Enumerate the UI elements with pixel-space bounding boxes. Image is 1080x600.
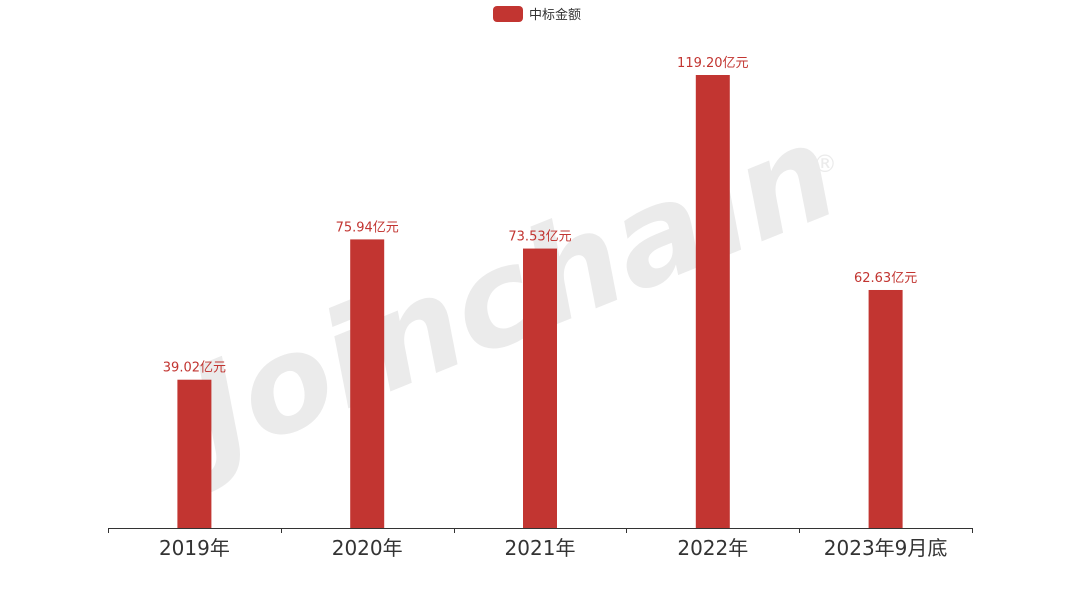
watermark: Joinchain ® — [149, 95, 857, 501]
data-label: 39.02亿元 — [163, 361, 226, 376]
watermark-text: Joinchain — [149, 95, 857, 501]
x-tick-label: 2019年 — [159, 536, 230, 560]
bar[interactable] — [695, 75, 730, 528]
watermark-registered-mark: ® — [813, 150, 837, 178]
bar[interactable] — [523, 248, 557, 528]
legend-swatch — [493, 6, 523, 22]
data-label: 75.94亿元 — [336, 220, 399, 235]
x-tick-label: 2022年 — [677, 536, 748, 560]
data-label: 73.53亿元 — [508, 230, 571, 245]
bar[interactable] — [350, 239, 385, 528]
data-label: 62.63亿元 — [854, 271, 917, 286]
x-tick-label: 2023年9月底 — [824, 536, 948, 560]
data-labels: 39.02亿元 75.94亿元 73.53亿元 119.20亿元 62.63亿元 — [163, 56, 917, 376]
legend[interactable]: 中标金额 — [493, 6, 581, 23]
x-tick-label: 2021年 — [505, 536, 576, 560]
x-axis: 2019年 2020年 2021年 2022年 2023年9月底 — [108, 528, 973, 560]
bar-series — [177, 75, 903, 528]
bar[interactable] — [868, 289, 903, 528]
legend-label: 中标金额 — [529, 7, 581, 23]
data-label: 119.20亿元 — [677, 56, 749, 71]
bar[interactable] — [177, 379, 212, 528]
x-tick-label: 2020年 — [332, 536, 403, 560]
